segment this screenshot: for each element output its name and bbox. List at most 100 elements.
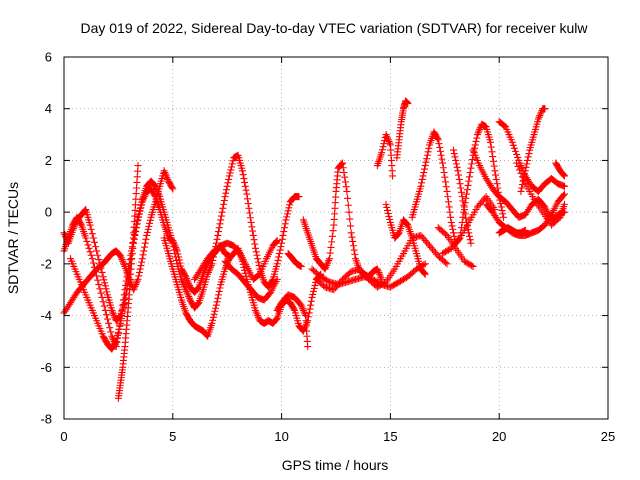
data-point xyxy=(119,257,127,265)
data-point xyxy=(105,319,113,327)
data-point xyxy=(242,186,250,194)
y-tick-label: 4 xyxy=(45,101,52,116)
data-point xyxy=(397,277,405,285)
data-point xyxy=(133,279,141,287)
data-point xyxy=(427,243,435,251)
data-point xyxy=(272,238,280,246)
data-point xyxy=(463,218,471,226)
data-point xyxy=(193,285,201,293)
data-point xyxy=(254,255,262,263)
data-point xyxy=(421,237,429,245)
data-point xyxy=(513,159,521,167)
data-point xyxy=(534,115,542,123)
data-point xyxy=(423,155,431,163)
data-point xyxy=(462,258,470,266)
data-point xyxy=(268,277,276,285)
data-point xyxy=(492,175,500,183)
data-point xyxy=(498,206,506,214)
series-track-1 xyxy=(60,185,233,325)
series-track-27 xyxy=(552,159,568,180)
data-point xyxy=(84,241,92,249)
data-point xyxy=(442,248,450,256)
data-point xyxy=(493,180,501,188)
data-point xyxy=(131,282,139,290)
data-point xyxy=(126,256,134,264)
data-point xyxy=(318,274,326,282)
data-point xyxy=(330,286,338,294)
data-point xyxy=(228,160,236,168)
data-point xyxy=(278,235,286,243)
x-tick-labels: 0 5 10 15 20 25 xyxy=(60,429,615,444)
data-point xyxy=(436,147,444,155)
data-point xyxy=(240,175,248,183)
data-point xyxy=(133,217,141,225)
data-point xyxy=(454,167,462,175)
data-point xyxy=(145,222,153,230)
grid-lines xyxy=(64,57,608,419)
data-point xyxy=(227,166,235,174)
data-point xyxy=(280,228,288,236)
data-point xyxy=(273,275,281,283)
data-point xyxy=(424,240,432,248)
data-point xyxy=(443,187,451,195)
data-point xyxy=(212,239,220,247)
y-tick-label: -2 xyxy=(40,256,52,271)
data-point xyxy=(326,249,334,257)
series-track-4 xyxy=(67,255,129,353)
data-point xyxy=(475,127,483,135)
data-point xyxy=(86,248,94,256)
data-point xyxy=(301,310,309,318)
data-point xyxy=(376,270,384,278)
data-point xyxy=(476,200,484,208)
data-point xyxy=(378,149,386,157)
data-point xyxy=(251,240,259,248)
data-point xyxy=(375,282,383,290)
data-point xyxy=(329,227,337,235)
data-point xyxy=(450,232,458,240)
data-point xyxy=(109,310,117,318)
data-point xyxy=(447,244,455,252)
data-point xyxy=(281,220,289,228)
data-point xyxy=(478,198,486,206)
data-point xyxy=(328,238,336,246)
data-point xyxy=(378,281,386,289)
data-point xyxy=(249,231,257,239)
data-point xyxy=(559,191,567,199)
data-point xyxy=(101,282,109,290)
data-point xyxy=(247,218,255,226)
data-point xyxy=(465,173,473,181)
data-point xyxy=(108,306,116,314)
data-point xyxy=(110,312,118,320)
data-point xyxy=(324,277,332,285)
series-track-24 xyxy=(513,159,568,229)
data-point xyxy=(135,210,143,218)
data-point xyxy=(252,308,260,316)
data-point xyxy=(325,255,333,263)
data-point xyxy=(430,247,438,255)
data-point xyxy=(77,220,85,228)
data-point xyxy=(216,220,224,228)
data-point xyxy=(453,237,461,245)
data-point xyxy=(164,175,172,183)
data-point xyxy=(223,182,231,190)
data-point xyxy=(394,230,402,238)
data-point xyxy=(473,203,481,211)
data-point xyxy=(272,316,280,324)
data-point xyxy=(143,231,151,239)
data-point xyxy=(518,181,526,189)
data-point xyxy=(351,250,359,258)
data-point xyxy=(140,247,148,255)
data-point xyxy=(184,291,192,299)
data-point xyxy=(224,179,232,187)
data-point xyxy=(88,255,96,263)
data-point xyxy=(181,271,189,279)
data-point xyxy=(180,281,188,289)
data-point xyxy=(346,269,354,277)
data-point xyxy=(386,283,394,291)
data-point xyxy=(374,267,382,275)
data-point xyxy=(275,253,283,261)
data-point xyxy=(134,162,142,170)
data-point xyxy=(465,260,473,268)
data-point xyxy=(81,206,89,214)
data-point xyxy=(178,277,186,285)
